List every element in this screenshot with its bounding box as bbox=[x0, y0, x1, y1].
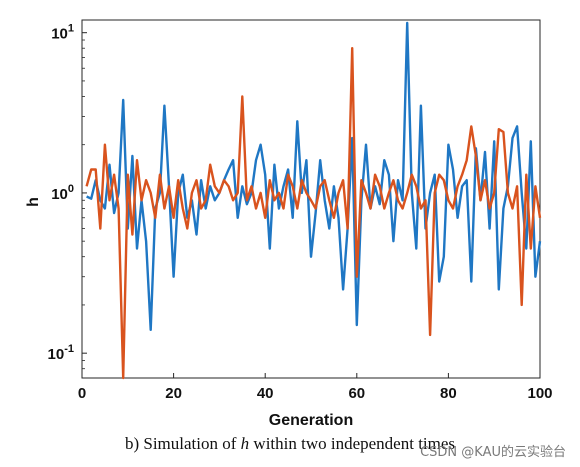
y-tick-label: 100 bbox=[51, 183, 74, 203]
caption-variable: h bbox=[240, 434, 250, 453]
figure-caption: b) Simulation of h within two independen… bbox=[0, 434, 580, 454]
y-tick-label: 10-1 bbox=[48, 343, 74, 363]
x-tick-label: 40 bbox=[257, 385, 274, 402]
x-tick-label: 100 bbox=[527, 385, 552, 402]
x-tick-label: 80 bbox=[440, 385, 457, 402]
caption-prefix: b) Simulation of bbox=[124, 434, 241, 453]
x-axis-label: Generation bbox=[269, 412, 353, 429]
x-tick-label: 60 bbox=[348, 385, 365, 402]
x-tick-label: 20 bbox=[165, 385, 182, 402]
x-tick-label: 0 bbox=[78, 385, 86, 402]
watermark: CSDN @KAU的云实验台 bbox=[420, 445, 566, 460]
caption-suffix: within two independent times bbox=[249, 434, 456, 453]
y-axis-label: h bbox=[25, 197, 42, 207]
series-layer bbox=[85, 21, 542, 380]
ticks-layer: 0 20 40 60 80 100 10-1 100 101 bbox=[48, 23, 553, 402]
series-line-2 bbox=[85, 47, 542, 380]
y-tick-label: 101 bbox=[51, 23, 74, 43]
series-line-1 bbox=[86, 21, 542, 331]
